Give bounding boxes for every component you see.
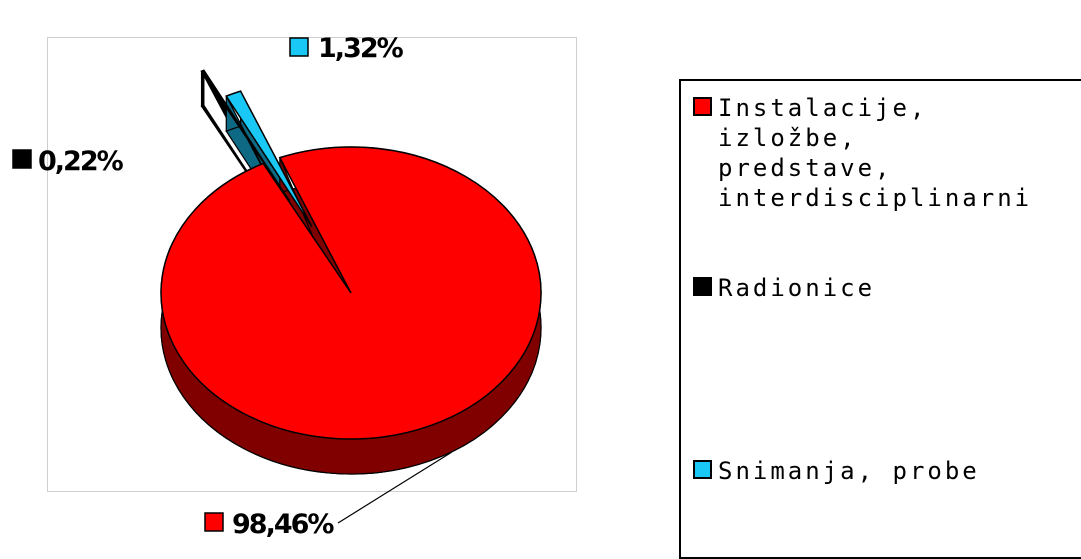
pie-slices	[160, 69, 542, 440]
value-label-instalacije: 98,46%	[232, 509, 334, 538]
leader-line-instalacije	[337, 451, 453, 524]
legend-swatch-radionice	[693, 277, 712, 296]
label-key-instalacije	[204, 512, 224, 532]
label-key-radionice	[12, 149, 32, 169]
legend-label-snimanja: Snimanja, probe	[718, 457, 980, 485]
value-label-snimanja: 1,32%	[318, 33, 404, 64]
legend-label-radionice: Radionice	[718, 274, 876, 302]
pie-chart: 98,46% 0,22% 1,32%	[12, 33, 542, 538]
legend-swatch-instalacije	[693, 97, 712, 116]
pie-slice-radionice	[200, 69, 291, 202]
legend-item-instalacije: Instalacije, izložbe, predstave, interdi…	[693, 93, 1032, 213]
pie-labels: 98,46% 0,22% 1,32%	[12, 33, 453, 538]
pie-slice-instalacije	[160, 146, 542, 440]
legend-swatch-snimanja	[693, 460, 712, 479]
legend: Instalacije, izložbe, predstave, interdi…	[679, 79, 1081, 559]
value-label-radionice: 0,22%	[38, 146, 124, 177]
legend-item-snimanja: Snimanja, probe	[693, 456, 980, 486]
legend-label-instalacije: Instalacije, izložbe, predstave, interdi…	[718, 94, 1033, 212]
legend-item-radionice: Radionice	[693, 273, 875, 303]
pie-slice-snimanja	[225, 90, 313, 227]
label-key-snimanja	[289, 37, 309, 57]
